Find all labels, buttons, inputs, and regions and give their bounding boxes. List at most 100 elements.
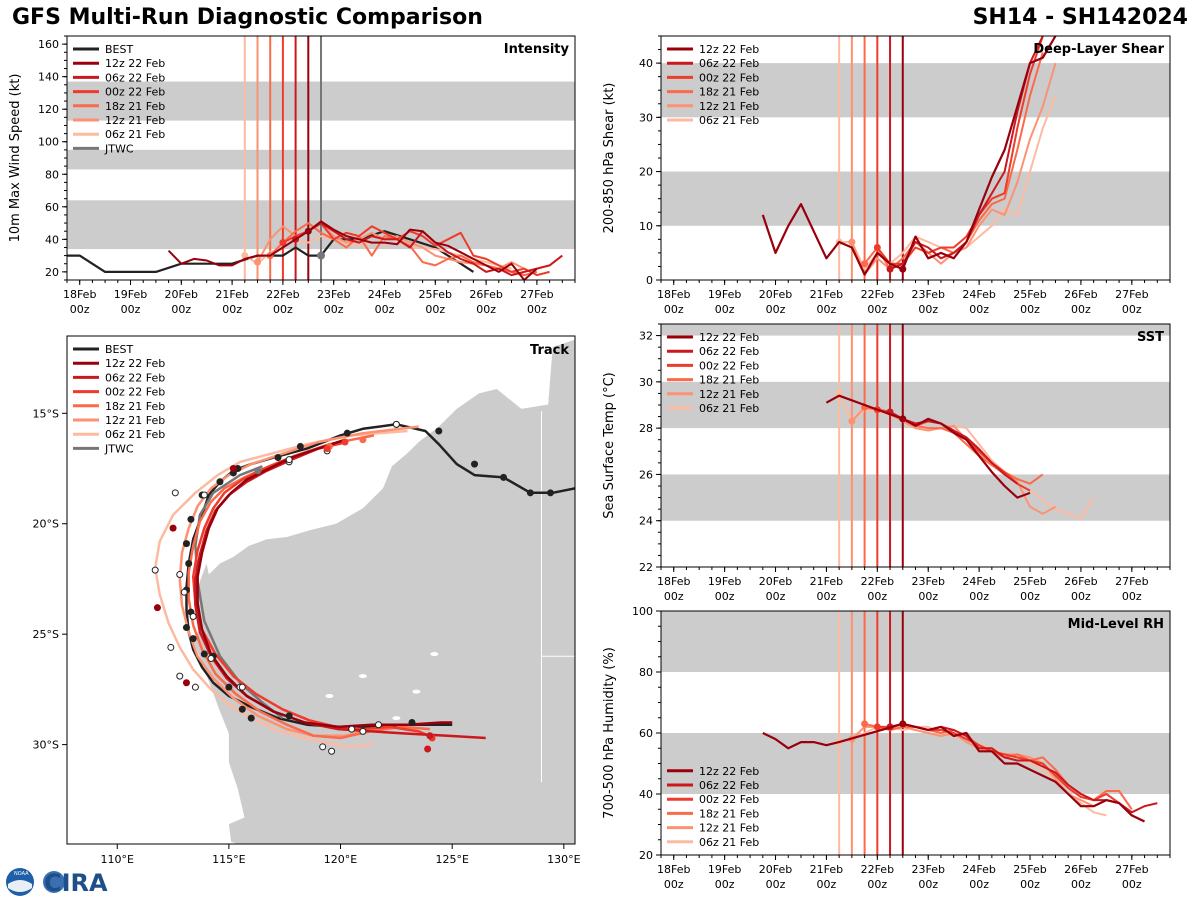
intensity-init-marker-06z-21-feb (241, 252, 249, 260)
rh-xtick-sublabel: 00z (664, 878, 684, 891)
sst-xtick-sublabel: 00z (1122, 590, 1142, 603)
shear-init-marker-12z-21-feb (848, 238, 856, 246)
intensity-legend-label-12z-21-feb: 12z 21 Feb (105, 114, 165, 127)
sst-xtick-sublabel: 00z (1020, 590, 1040, 603)
track-point-open-best (200, 491, 208, 499)
track-series-12z-21-feb (178, 425, 419, 738)
intensity-legend-label-00z-22-feb: 00z 22 Feb (105, 86, 165, 99)
rh-ytick-label: 80 (639, 666, 653, 679)
shear-ylabel: 200-850 hPa Shear (kt) (602, 83, 617, 234)
sst-ytick-label: 26 (639, 468, 653, 481)
intensity-xtick-label: 22Feb (266, 288, 299, 301)
track-point-open-12z-21-feb (207, 654, 215, 662)
track-point-best (500, 473, 508, 481)
rh-xtick-label: 22Feb (861, 863, 894, 876)
track-xtick-label: 125°E (435, 853, 468, 866)
shear-xtick-sublabel: 00z (867, 303, 887, 316)
sst-xtick-sublabel: 00z (766, 590, 786, 603)
track-legend-label-jtwc: JTWC (104, 442, 134, 455)
rh-xtick-label: 24Feb (962, 863, 995, 876)
track-series-06z-22-feb (194, 438, 486, 740)
intensity-ytick-label: 20 (45, 266, 59, 279)
rh-xtick-sublabel: 00z (1020, 878, 1040, 891)
intensity-panel: 20 40 60 80 100 120 140 160 18Feb 00z 19Feb 00z 20Fe… (8, 35, 576, 316)
sst-xtick-sublabel: 00z (867, 590, 887, 603)
intensity-init-marker-12z-22-feb (304, 227, 312, 235)
track-point-best (225, 683, 233, 691)
track-point-00z-22-feb (341, 438, 349, 446)
track-series-06z-21-feb (153, 429, 408, 749)
sst-xtick-label: 26Feb (1064, 575, 1097, 588)
cira-globe-icon (43, 871, 65, 893)
intensity-xtick-label: 20Feb (165, 288, 198, 301)
shear-legend-label-00z-22-feb: 00z 22 Feb (699, 71, 759, 84)
figure-title: GFS Multi-Run Diagnostic Comparison (12, 5, 483, 30)
intensity-xtick-label: 18Feb (63, 288, 96, 301)
sst-legend-label-18z-21-feb: 18z 21 Feb (699, 374, 759, 387)
intensity-legend-label-jtwc: JTWC (104, 142, 134, 155)
track-ytick-label: 20°S (33, 518, 59, 531)
shear-ytick-label: 40 (639, 57, 653, 70)
sst-legend-label-00z-22-feb: 00z 22 Feb (699, 359, 759, 372)
intensity-ytick-label: 60 (45, 201, 59, 214)
rh-init-marker-18z-21-feb (861, 720, 869, 728)
sst-band-1 (661, 381, 1170, 429)
shear-legend-label-06z-22-feb: 06z 22 Feb (699, 57, 759, 70)
track-point-best (343, 429, 351, 437)
track-point-18z-21-feb (359, 436, 367, 444)
sst-ytick-label: 32 (639, 330, 653, 343)
track-point-open-06z-21-feb (319, 743, 327, 751)
sst-xtick-sublabel: 00z (664, 590, 684, 603)
shear-panel: 0 10 20 30 40 18Feb 00z 19Feb 00z 20Feb 00z 21Feb 00… (602, 35, 1171, 316)
track-point-12z-22-feb (229, 465, 237, 473)
track-point-jtwc (254, 467, 262, 475)
rh-init-marker-00z-22-feb (873, 723, 881, 731)
shear-xtick-label: 21Feb (810, 288, 843, 301)
rh-xtick-sublabel: 00z (1071, 878, 1091, 891)
intensity-init-marker-00z-22-feb (279, 239, 287, 247)
intensity-ytick-label: 40 (45, 233, 59, 246)
shear-band-0 (661, 171, 1170, 226)
shear-init-marker-18z-21-feb (861, 260, 869, 268)
sst-legend-label-12z-22-feb: 12z 22 Feb (699, 331, 759, 344)
sst-xtick-label: 19Feb (708, 575, 741, 588)
track-point-best (296, 442, 304, 450)
track-point-12z-22-feb (169, 524, 177, 532)
rh-xtick-sublabel: 00z (766, 878, 786, 891)
shear-legend-label-12z-22-feb: 12z 22 Feb (699, 43, 759, 56)
shear-xtick-label: 25Feb (1013, 288, 1046, 301)
intensity-xtick-label: 26Feb (469, 288, 502, 301)
track-point-best (182, 624, 190, 632)
inland-lake-4 (430, 652, 439, 657)
shear-ytick-label: 30 (639, 111, 653, 124)
track-point-06z-22-feb (424, 745, 432, 753)
rh-band-1 (661, 611, 1170, 672)
sst-panel: 22 24 26 28 30 32 18Feb 00z 19Feb 00z 20Feb 00z 21Fe… (602, 323, 1171, 603)
intensity-xtick-label: 24Feb (368, 288, 401, 301)
intensity-title: Intensity (504, 42, 570, 57)
track-point-open-06z-21-feb (151, 566, 159, 574)
track-point-open-06z-21-feb (238, 683, 246, 691)
rh-ylabel: 700-500 hPa Humidity (%) (602, 647, 617, 819)
rh-panel: 20 40 60 80 100 18Feb 00z 19Feb 00z 20Feb 00z 21Feb… (602, 605, 1171, 891)
shear-legend-label-18z-21-feb: 18z 21 Feb (699, 86, 759, 99)
intensity-xtick-sublabel: 00z (171, 303, 191, 316)
sst-xtick-label: 25Feb (1013, 575, 1046, 588)
rh-xtick-sublabel: 00z (918, 878, 938, 891)
track-xtick-label: 130°E (547, 853, 580, 866)
track-point-best (200, 650, 208, 658)
track-point-open-12z-21-feb (176, 672, 184, 680)
rh-xtick-label: 18Feb (657, 863, 690, 876)
shear-xtick-label: 18Feb (657, 288, 690, 301)
shear-xtick-label: 20Feb (759, 288, 792, 301)
intensity-ytick-label: 120 (38, 103, 59, 116)
sst-ytick-label: 30 (639, 376, 653, 389)
track-point-open-06z-21-feb (328, 747, 336, 755)
sst-xtick-label: 22Feb (861, 575, 894, 588)
track-legend-label-best: BEST (105, 343, 133, 356)
intensity-marker-jtwc (317, 251, 325, 260)
rh-xtick-label: 21Feb (810, 863, 843, 876)
intensity-xtick-label: 25Feb (419, 288, 452, 301)
track-point-best (187, 515, 195, 523)
sst-xtick-sublabel: 00z (969, 590, 989, 603)
